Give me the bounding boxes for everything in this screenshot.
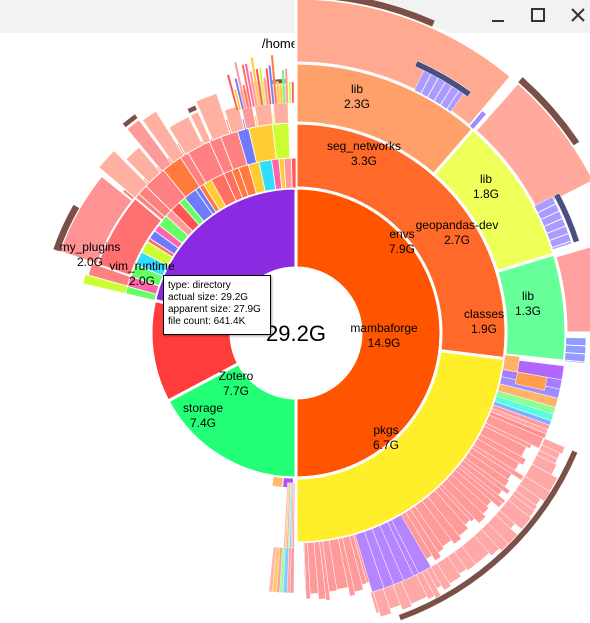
ring4-left-item[interactable] xyxy=(141,110,185,164)
ring4-top-sliver[interactable] xyxy=(284,68,289,104)
label-vim-runtime-size: 2.0G xyxy=(129,274,155,288)
label-storage-size: 7.4G xyxy=(190,416,216,430)
ring4-top-sliver[interactable] xyxy=(241,64,253,108)
ring4-top-sliver[interactable] xyxy=(250,57,261,107)
ring4-left-item[interactable] xyxy=(223,105,246,134)
ring5-border-2[interactable] xyxy=(517,76,580,147)
label-envs: envs xyxy=(389,227,414,241)
label-mambaforge: mambaforge xyxy=(350,321,418,335)
label-seg-networks-size: 3.3G xyxy=(351,154,377,168)
label-classes: classes xyxy=(464,307,504,321)
ring4-sliver[interactable] xyxy=(534,196,556,213)
ring5-border-4[interactable] xyxy=(414,60,472,98)
label-pkgs: pkgs xyxy=(373,423,398,437)
ring4-sliver[interactable] xyxy=(564,360,585,364)
label-lib-1: lib xyxy=(351,82,363,96)
ring3-extra[interactable] xyxy=(514,371,548,391)
ring4-pkgs-item[interactable] xyxy=(370,591,380,614)
label-classes-size: 1.9G xyxy=(471,322,497,336)
ring4-lib-3[interactable] xyxy=(553,238,590,335)
ring4-left-item[interactable] xyxy=(125,146,162,184)
ring4-sliver[interactable] xyxy=(543,218,566,234)
label-mambaforge-size: 14.9G xyxy=(368,336,401,350)
ring3-pkgs-item[interactable] xyxy=(303,542,307,592)
ring4-top-sliver[interactable] xyxy=(276,81,281,104)
ring2-left-item[interactable] xyxy=(291,157,297,189)
label-vim-runtime: vim_runtime xyxy=(109,259,175,273)
ring4-top-sliver[interactable] xyxy=(288,81,292,104)
ring4-sliver[interactable] xyxy=(537,203,560,220)
label-seg-networks: seg_networks xyxy=(327,139,401,153)
label-envs-size: 7.9G xyxy=(389,242,415,256)
maximize-icon xyxy=(531,8,545,22)
ring5-left-border[interactable] xyxy=(186,104,198,114)
ring4-top-sliver[interactable] xyxy=(249,70,258,107)
label-storage: storage xyxy=(183,401,223,415)
ring4-top-sliver[interactable] xyxy=(234,78,245,110)
ring4-sliver[interactable] xyxy=(540,211,563,227)
label-my-plugins: my_plugins xyxy=(60,240,121,254)
ring4-sliver[interactable] xyxy=(549,233,572,248)
ring4-sliver[interactable] xyxy=(565,344,586,355)
ring2-small-b[interactable] xyxy=(271,475,284,488)
tooltip-file-count: file count: 641.4K xyxy=(168,316,246,327)
ring4-sliver[interactable] xyxy=(565,337,587,346)
ring5-border-1[interactable] xyxy=(296,0,436,28)
label-lib-2: lib xyxy=(480,172,492,186)
ring4-top-sliver[interactable] xyxy=(268,65,275,105)
ring4-top-sliver[interactable] xyxy=(244,63,256,108)
ring5-pkgs-border[interactable] xyxy=(398,449,579,621)
tooltip-apparent-size: apparent size: 27.9G xyxy=(168,304,261,315)
minimize-icon xyxy=(492,20,504,22)
ring4-left-item[interactable] xyxy=(126,118,173,173)
ring4-sliver[interactable] xyxy=(469,110,487,130)
ring5-border-5[interactable] xyxy=(553,192,580,244)
ring4-sliver[interactable] xyxy=(546,225,569,241)
tooltip-actual-size: actual size: 29.2G xyxy=(168,292,249,303)
ring3-extra[interactable] xyxy=(502,354,521,373)
close-icon xyxy=(571,8,585,22)
label-lib-2-size: 1.8G xyxy=(473,187,499,201)
ring4-top-sliver[interactable] xyxy=(255,68,264,106)
hover-tooltip: type: directory actual size: 29.2G appar… xyxy=(163,275,271,335)
ring4-top-sliver[interactable] xyxy=(265,67,272,105)
ring4-top-sliver[interactable] xyxy=(233,88,242,111)
label-my-plugins-size: 2.0G xyxy=(77,255,103,269)
tooltip-type: type: directory xyxy=(168,280,231,291)
ring3-bottom-item[interactable] xyxy=(268,546,277,593)
label-lib-1-size: 2.3G xyxy=(344,97,370,111)
ring4-top-sliver[interactable] xyxy=(242,84,250,109)
ring4-left-item[interactable] xyxy=(97,149,149,199)
ring4-left-item[interactable] xyxy=(189,111,212,145)
ring4-left-item[interactable] xyxy=(195,92,231,141)
label-geopandas-dev-size: 2.7G xyxy=(444,233,470,247)
ring1-zotero[interactable] xyxy=(165,361,298,480)
ring5-left-border-1[interactable] xyxy=(52,204,80,252)
ring4-top-sliver[interactable] xyxy=(263,77,269,106)
minimize-button[interactable] xyxy=(478,0,518,30)
ring4-left-item[interactable] xyxy=(168,115,204,156)
ring4-top-sliver[interactable] xyxy=(281,69,286,104)
label-zotero: Zotero xyxy=(219,369,254,383)
ring4-sliver[interactable] xyxy=(564,352,586,363)
label-zotero-size: 7.7G xyxy=(223,384,249,398)
label-pkgs-size: 6.7G xyxy=(373,438,399,452)
ring4-top-sliver[interactable] xyxy=(270,54,278,105)
label-geopandas-dev: geopandas-dev xyxy=(416,218,499,232)
ring4-sliver[interactable] xyxy=(551,241,573,250)
ring4-top-sliver[interactable] xyxy=(279,83,283,104)
ring4-top-sliver[interactable] xyxy=(233,61,247,109)
ring5-left-border[interactable] xyxy=(122,113,139,128)
ring4-top-sliver[interactable] xyxy=(258,67,267,106)
label-lib-3: lib xyxy=(522,289,534,303)
label-lib-3-size: 1.3G xyxy=(515,304,541,318)
maximize-button[interactable] xyxy=(518,0,558,30)
ring4-top-sliver[interactable] xyxy=(291,81,295,104)
close-button[interactable] xyxy=(558,0,590,30)
ring4-top-sliver[interactable] xyxy=(226,74,239,112)
ring3-vim-runtime[interactable] xyxy=(96,196,164,278)
center-total-size: 29.2G xyxy=(266,321,326,346)
